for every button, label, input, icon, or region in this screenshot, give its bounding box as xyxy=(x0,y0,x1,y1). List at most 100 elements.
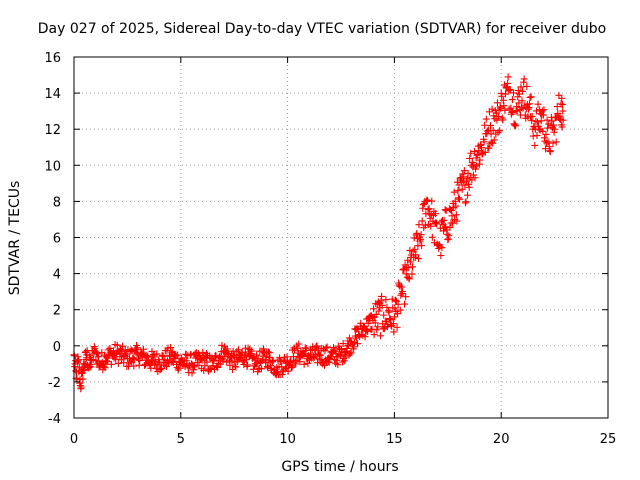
data-point-fill xyxy=(408,270,416,278)
data-point-fill xyxy=(405,275,413,283)
y-tick-label: 4 xyxy=(53,268,61,283)
data-point-fill xyxy=(495,106,503,114)
data-point-fill xyxy=(472,165,480,173)
data-point-fill xyxy=(490,136,498,144)
data-point-fill xyxy=(541,137,549,145)
data-point-fill xyxy=(360,323,368,331)
data-point xyxy=(559,116,567,124)
data-point-fill xyxy=(460,167,468,175)
data-point-fill xyxy=(394,300,402,308)
data-point-fill xyxy=(433,220,441,228)
data-point-fill xyxy=(262,359,270,367)
data-point-fill xyxy=(114,359,122,367)
data-point-fill xyxy=(396,282,404,290)
y-tick-label: 2 xyxy=(53,304,61,319)
data-point-fill xyxy=(175,364,183,372)
data-point-fill xyxy=(446,224,454,232)
data-point-fill xyxy=(417,231,425,239)
data-point-fill xyxy=(393,323,401,331)
data-point-fill xyxy=(390,328,398,336)
data-point-fill xyxy=(414,255,422,263)
data-point-fill xyxy=(504,73,512,81)
data-point-fill xyxy=(546,148,554,156)
data-point-fill xyxy=(449,219,457,227)
data-point-fill xyxy=(383,303,391,311)
data-point-fill xyxy=(534,100,542,108)
data-point-fill xyxy=(508,96,516,104)
x-tick-label: 0 xyxy=(70,432,78,447)
data-point-fill xyxy=(371,319,379,327)
data-point-fill xyxy=(302,344,310,352)
data-point-fill xyxy=(512,122,520,130)
data-point-fill xyxy=(462,198,470,206)
data-point-fill xyxy=(464,191,472,199)
data-point-fill xyxy=(398,288,406,296)
data-point-fill xyxy=(476,156,484,164)
data-point-fill xyxy=(424,205,432,213)
data-point-fill xyxy=(378,301,386,309)
data-point-fill xyxy=(532,107,540,115)
data-point-fill xyxy=(385,308,393,316)
data-point-fill xyxy=(402,270,410,278)
data-point-fill xyxy=(219,357,227,365)
y-tick-label: 16 xyxy=(44,51,61,66)
data-point-fill xyxy=(505,87,513,95)
data-point-fill xyxy=(526,94,534,102)
data-point-fill xyxy=(333,353,341,361)
x-axis-label: GPS time / hours xyxy=(281,459,398,475)
data-point-fill xyxy=(531,141,539,149)
data-point-fill xyxy=(401,300,409,308)
data-point xyxy=(448,212,456,220)
data-point-fill xyxy=(481,148,489,156)
data-point-fill xyxy=(389,320,397,328)
data-point-fill xyxy=(79,366,87,374)
data-point-fill xyxy=(514,87,522,95)
data-point-fill xyxy=(95,353,103,361)
data-point-fill xyxy=(508,108,516,116)
data-point-fill xyxy=(391,296,399,304)
data-point xyxy=(390,313,398,321)
data-point-fill xyxy=(373,326,381,334)
chart-title: Day 027 of 2025, Sidereal Day-to-day VTE… xyxy=(38,21,606,37)
data-point-fill xyxy=(463,175,471,183)
data-point-fill xyxy=(313,342,321,350)
data-point-fill xyxy=(375,307,383,315)
data-point-fill xyxy=(409,263,417,271)
y-tick-label: 0 xyxy=(53,340,61,355)
data-point-fill xyxy=(394,310,402,318)
data-point-fill xyxy=(257,365,265,373)
y-tick-label: 14 xyxy=(44,87,61,102)
data-point-fill xyxy=(428,197,436,205)
data-point-fill xyxy=(411,246,419,254)
y-tick-label: 8 xyxy=(53,195,61,210)
data-point-fill xyxy=(518,97,526,105)
x-tick-label: 20 xyxy=(493,432,510,447)
axis-ticks: 0 5 10 15 20 25 -4 -2 0 2 4 6 8 10 12 14 16 xyxy=(44,51,616,447)
data-point-fill xyxy=(135,355,143,363)
data-point-fill xyxy=(87,363,95,371)
data-point-fill xyxy=(481,121,489,129)
data-point-fill xyxy=(509,108,517,116)
data-point-fill xyxy=(112,355,120,363)
data-point-fill xyxy=(226,361,234,369)
data-point-fill xyxy=(361,333,369,341)
data-point-fill xyxy=(552,138,560,146)
data-point-fill xyxy=(323,343,331,351)
data-point-fill xyxy=(210,356,218,364)
data-point-fill xyxy=(244,361,252,369)
data-point-fill xyxy=(412,251,420,259)
data-point-fill xyxy=(223,345,231,353)
data-point-fill xyxy=(418,217,426,225)
data-point-fill xyxy=(195,361,203,369)
data-point xyxy=(487,122,495,130)
data-point-fill xyxy=(292,356,300,364)
data-point-fill xyxy=(340,357,348,365)
data-point-fill xyxy=(528,112,536,120)
data-point-fill xyxy=(147,356,155,364)
data-point-fill xyxy=(517,83,525,91)
data-point-fill xyxy=(300,360,308,368)
data-point-fill xyxy=(507,104,515,112)
data-point-fill xyxy=(354,340,362,348)
data-point-fill xyxy=(316,352,324,360)
